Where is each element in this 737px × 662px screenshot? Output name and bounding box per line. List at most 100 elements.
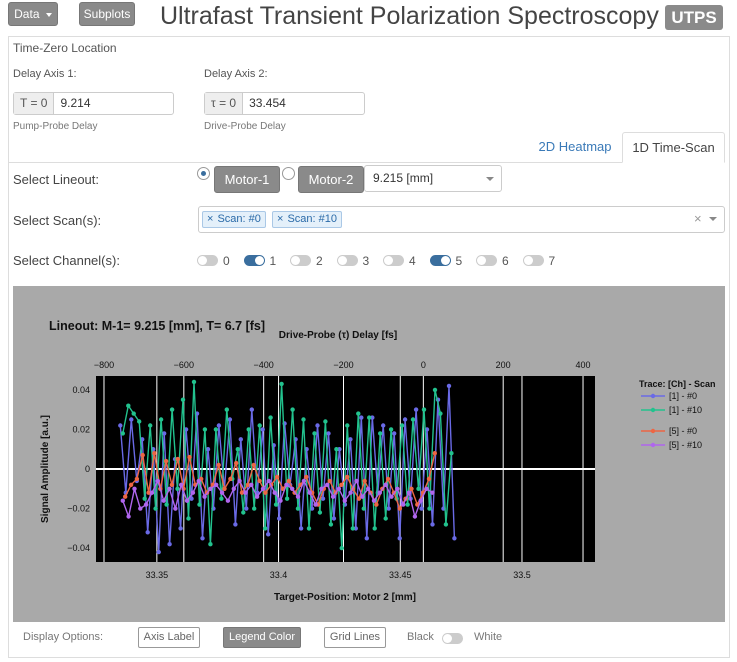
series-1-point-44 xyxy=(361,506,366,511)
channel-toggle-7[interactable] xyxy=(522,255,544,266)
y-tick-label-4: −0.04 xyxy=(67,543,90,553)
series-3-point-4 xyxy=(143,502,149,507)
subplots-button[interactable]: Subplots xyxy=(79,2,135,26)
series-3-point-53 xyxy=(430,490,435,495)
motor2-radio[interactable] xyxy=(282,167,295,180)
series-0-point-23 xyxy=(244,506,249,511)
series-3-point-20 xyxy=(237,478,242,484)
series-3-point-7 xyxy=(161,498,166,503)
chart-y-axis-label: Signal Amplitude [a.u.] xyxy=(40,415,51,523)
channel-toggle-2[interactable] xyxy=(290,255,311,266)
series-3-point-21 xyxy=(243,490,248,495)
series-1-point-31 xyxy=(290,407,295,412)
series-1-point-39 xyxy=(334,447,339,452)
series-0-point-49 xyxy=(386,506,391,511)
data-dropdown-button[interactable]: Data xyxy=(8,2,58,26)
channel-toggle-6[interactable] xyxy=(476,255,497,266)
channel-toggle-5[interactable] xyxy=(429,255,451,266)
series-2-point-52 xyxy=(426,476,432,482)
series-1-point-18 xyxy=(219,496,224,501)
channel-number-5: 5 xyxy=(455,254,463,268)
series-3-point-45 xyxy=(383,482,388,487)
channel-toggle-3[interactable] xyxy=(336,255,358,266)
series-3-point-1 xyxy=(126,514,131,519)
grid-lines-button[interactable]: Grid Lines xyxy=(324,627,386,648)
series-1-point-8 xyxy=(164,502,169,507)
delay-axis2-addon: τ = 0 xyxy=(205,93,244,114)
series-2-point-8 xyxy=(169,482,175,487)
x2-tick-label-1: −600 xyxy=(174,360,194,370)
scan-tag-0[interactable]: × Scan: #0 xyxy=(202,211,266,228)
series-1-point-45 xyxy=(367,415,372,420)
series-3-point-35 xyxy=(325,482,330,487)
tag-remove-icon[interactable]: × xyxy=(207,213,214,225)
display-options-label: Display Options: xyxy=(23,631,104,643)
tag-remove-icon[interactable]: × xyxy=(277,213,284,225)
series-3-point-8 xyxy=(167,486,172,491)
white-label: White xyxy=(474,631,503,643)
delay-axis2-value[interactable]: 33.454 xyxy=(249,96,286,110)
series-2-point-3 xyxy=(140,452,145,458)
series-3-point-3 xyxy=(138,506,143,511)
channel-toggle-4[interactable] xyxy=(383,255,404,266)
series-3-point-39 xyxy=(348,490,353,495)
channel-toggle-1[interactable] xyxy=(243,255,265,266)
motor1-button[interactable]: Motor-1 xyxy=(214,166,280,193)
legend-marker-3 xyxy=(650,442,656,448)
tab-2d-heatmap[interactable]: 2D Heatmap xyxy=(538,139,612,154)
app-title: Ultrafast Transient Polarization Spectro… xyxy=(160,2,659,30)
series-2-point-35 xyxy=(327,478,332,484)
scan-tag-10-label: Scan: #10 xyxy=(287,213,337,225)
clear-all-icon[interactable]: × xyxy=(694,211,702,226)
channel-number-2: 2 xyxy=(316,254,323,268)
series-1-point-51 xyxy=(399,423,405,428)
delay-axis1-label: Delay Axis 1: xyxy=(13,68,77,80)
delay-axis1-addon: T = 0 xyxy=(14,93,55,114)
series-2-point-53 xyxy=(432,451,437,456)
series-1-point-10 xyxy=(175,486,180,491)
series-1-point-4 xyxy=(142,496,147,501)
scan-tag-10[interactable]: × Scan: #10 xyxy=(272,211,342,228)
delay-axis2-input[interactable]: τ = 0 33.454 xyxy=(204,92,365,115)
series-3-point-24 xyxy=(260,486,266,491)
motor2-button[interactable]: Motor-2 xyxy=(298,166,364,193)
series-0-point-36 xyxy=(315,423,320,428)
background-toggle[interactable] xyxy=(442,633,463,644)
legend-entry-2: [5] - #0 xyxy=(669,426,697,436)
delay-axis2-help: Drive-Probe Delay xyxy=(204,121,286,132)
series-1-point-43 xyxy=(356,411,361,416)
series-3-point-47 xyxy=(395,486,400,491)
series-1-point-60 xyxy=(449,451,454,456)
series-2-point-38 xyxy=(345,474,350,480)
series-0-point-7 xyxy=(156,549,161,555)
motor1-radio[interactable] xyxy=(197,167,210,180)
series-1-point-41 xyxy=(345,423,350,428)
x-tick-label-2: 33.45 xyxy=(389,570,412,580)
toggle-knob xyxy=(337,256,347,265)
series-0-point-18 xyxy=(216,423,222,428)
series-2-point-19 xyxy=(234,460,239,466)
series-1-point-19 xyxy=(224,407,229,412)
series-0-point-15 xyxy=(200,536,205,541)
series-1-point-6 xyxy=(153,506,158,511)
series-3-point-2 xyxy=(132,486,137,491)
lineout-position-select[interactable]: 9.215 [mm] xyxy=(364,165,502,192)
toggle-knob xyxy=(384,256,393,265)
axis-label-button[interactable]: Axis Label xyxy=(138,627,200,648)
tab-1d-time-scan[interactable]: 1D Time-Scan xyxy=(622,132,725,163)
series-0-point-33 xyxy=(298,526,304,531)
series-3-point-41 xyxy=(360,494,365,499)
series-0-point-55 xyxy=(419,506,424,511)
legend-color-button[interactable]: Legend Color xyxy=(223,627,301,648)
series-2-point-37 xyxy=(339,482,344,487)
delay-axis1-input[interactable]: T = 0 9.214 xyxy=(13,92,174,115)
channel-toggle-0[interactable] xyxy=(197,255,218,266)
series-2-point-47 xyxy=(397,506,402,511)
series-1-point-52 xyxy=(405,502,410,507)
delay-axis1-value[interactable]: 9.214 xyxy=(60,96,91,110)
series-1-point-13 xyxy=(191,379,197,385)
series-1-point-5 xyxy=(148,423,153,428)
series-3-point-12 xyxy=(190,490,196,495)
toggle-knob xyxy=(477,256,486,265)
series-1-point-22 xyxy=(241,510,246,515)
